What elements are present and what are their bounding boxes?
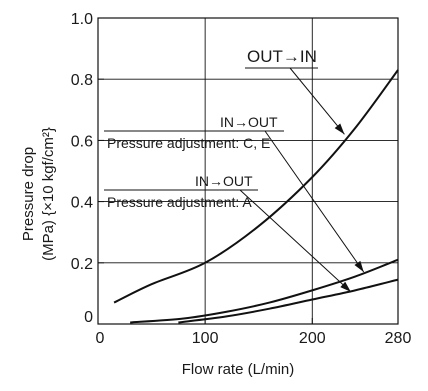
- annotation-label-ce: Pressure adjustment: C, E: [107, 135, 270, 151]
- series-line-1: [130, 258, 399, 324]
- x-tick-label-3: 280: [385, 330, 412, 347]
- tick-labels: 0 0.2 0.4 0.6 0.8 1.0 0 100 200 280: [71, 11, 412, 347]
- x-tick-label-1: 100: [192, 330, 219, 347]
- x-tick-label-0: 0: [96, 330, 105, 347]
- annotation-label-in-out-a: IN→OUT: [195, 173, 253, 189]
- y-tick-label-0: 0: [84, 309, 93, 326]
- y-axis-title-line2: (MPa) {×10 kgf/cm²}: [40, 127, 57, 261]
- annotation-arrow-ce: [354, 260, 364, 272]
- annotation-arrow-out-in: [334, 123, 345, 135]
- y-tick-label-4: 0.8: [71, 72, 93, 89]
- grid: [98, 18, 398, 324]
- plot-frame: [97, 17, 399, 325]
- curves: [113, 69, 399, 324]
- annotation-label-out-in: OUT→IN: [247, 47, 317, 66]
- series-line-0: [113, 69, 399, 304]
- y-axis-title-line1: Pressure drop: [20, 147, 37, 241]
- x-tick-label-2: 200: [299, 330, 326, 347]
- y-tick-label-1: 0.2: [71, 256, 93, 273]
- annotation-arrow-a: [340, 281, 351, 292]
- axis-titles: Flow rate (L/min) Pressure drop (MPa) {×…: [20, 127, 294, 378]
- y-tick-label-3: 0.6: [71, 133, 93, 150]
- y-tick-label-2: 0.4: [71, 195, 93, 212]
- annotation-leader-a: [239, 189, 352, 293]
- series-line-2: [178, 278, 399, 324]
- annotation-leader-ce: [264, 130, 365, 273]
- y-tick-label-5: 1.0: [71, 11, 93, 28]
- annotation-leader-out-in: [289, 67, 345, 135]
- x-axis-title: Flow rate (L/min): [182, 361, 295, 378]
- annotations: OUT→IN IN→OUT Pressure adjustment: C, E IN→…: [104, 47, 365, 293]
- annotation-label-a: Pressure adjustment: A: [107, 194, 252, 210]
- plot-border: [97, 17, 399, 325]
- annotation-label-in-out-ce: IN→OUT: [220, 114, 278, 130]
